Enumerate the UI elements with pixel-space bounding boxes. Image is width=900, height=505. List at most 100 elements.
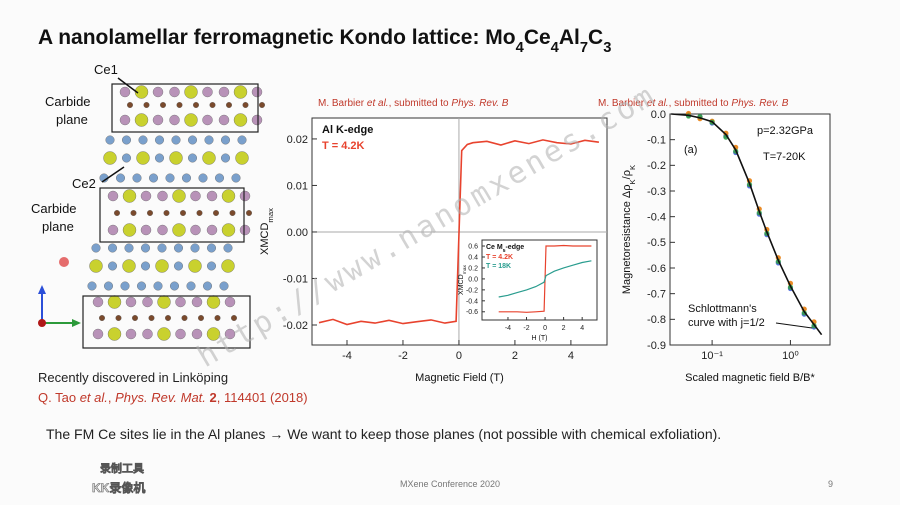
atom (259, 101, 266, 108)
atom (206, 327, 221, 341)
atom (163, 209, 170, 216)
atom (148, 315, 155, 322)
atom (154, 135, 164, 145)
atom (218, 86, 230, 98)
atom (140, 224, 152, 236)
atom (229, 209, 236, 216)
atom (153, 281, 163, 291)
y-tick-label: 0.6 (468, 243, 478, 250)
y-tick-label: 0.02 (287, 134, 308, 146)
plane-label: Carbide (45, 94, 91, 109)
y-axis-label: XMCDmax (259, 208, 275, 255)
data-line (498, 260, 592, 298)
atom (198, 173, 208, 183)
text-run: XMCD (458, 274, 465, 295)
atom (173, 243, 183, 253)
atom (130, 209, 137, 216)
text-run: C (588, 26, 603, 49)
plane-box (111, 83, 259, 133)
pointer (101, 166, 125, 183)
y-axis-label: Magnetoresistance ΔρK/ρK (621, 164, 637, 294)
annotation-arrow (775, 322, 813, 329)
text-run: Scaled magnetic field B/B* (685, 372, 815, 384)
text-run: M. Barbier (598, 98, 647, 109)
atom (184, 113, 198, 127)
atom (107, 190, 119, 202)
text-run: 4 (516, 40, 525, 56)
arrow-head (72, 319, 81, 327)
text-run: et al. (80, 390, 108, 405)
atom (242, 101, 249, 108)
crystal-structure (82, 83, 266, 349)
text-run: et al. (647, 98, 669, 109)
x-tick-label: -2 (398, 350, 408, 362)
atom (190, 224, 201, 236)
atom (138, 135, 148, 145)
y-tick-label: -0.6 (466, 309, 478, 316)
atom (165, 173, 175, 183)
atom (202, 281, 212, 291)
text-run: Magnetic Field (T) (415, 372, 504, 384)
recorder-watermark: KK录像机 (92, 480, 145, 495)
atom (126, 101, 133, 108)
axes-icon (38, 257, 81, 327)
x-tick-label: 4 (580, 325, 584, 332)
atom (148, 173, 158, 183)
text-run: XMCD (259, 223, 271, 255)
y-tick-label: -0.3 (647, 186, 666, 198)
atom (237, 135, 247, 145)
atom (124, 243, 134, 253)
plane-label: plane (56, 112, 88, 127)
x-tick-label: -4 (505, 325, 511, 332)
atom (142, 328, 153, 340)
atom (169, 151, 183, 165)
atom (196, 209, 203, 216)
atom (181, 315, 188, 322)
atom (122, 259, 136, 273)
atom (206, 224, 218, 236)
atom (224, 296, 236, 308)
text-run: Ce (524, 26, 551, 49)
atom (136, 151, 150, 165)
text-run: 4 (551, 40, 560, 56)
text-run: Magnetoresistance Δρ (621, 185, 633, 295)
atom (235, 151, 249, 165)
atom (154, 153, 164, 163)
atom (187, 153, 197, 163)
axis-origin (38, 319, 46, 327)
atom (140, 243, 150, 253)
atom (107, 224, 119, 236)
atom (157, 190, 168, 202)
atom (190, 243, 200, 253)
atom (202, 86, 213, 98)
atom (202, 114, 213, 126)
text-run: -edge (505, 244, 524, 251)
plane-label: plane (42, 219, 74, 234)
text-run: max (463, 265, 468, 275)
recorder-watermark: 录制工具 (100, 461, 144, 475)
atom (107, 243, 117, 253)
y-axis-label: XMCDmax (458, 265, 468, 295)
atom (221, 259, 235, 273)
panel-label: (a) (684, 144, 697, 156)
atom (251, 114, 263, 126)
atom (157, 327, 171, 341)
text-run: A nanolamellar ferromagnetic Kondo latti… (38, 26, 516, 49)
site-label: Ce2 (72, 176, 96, 191)
atom (173, 261, 183, 271)
atom (91, 243, 101, 253)
atom (245, 209, 252, 216)
x-tick-label: 2 (562, 325, 566, 332)
chart-subtitle: T = 4.2K (322, 140, 365, 152)
y-tick-label: -0.7 (647, 289, 666, 301)
data-point (723, 130, 729, 136)
text-run: Ce M (486, 244, 503, 251)
atom (214, 315, 221, 322)
plane-box (99, 187, 245, 243)
atom (230, 315, 237, 322)
y-tick-label: 0.4 (468, 254, 478, 261)
text-run: /ρ (621, 170, 633, 179)
atom (191, 328, 203, 340)
y-tick-label: -0.2 (466, 287, 478, 294)
atom (190, 190, 201, 202)
